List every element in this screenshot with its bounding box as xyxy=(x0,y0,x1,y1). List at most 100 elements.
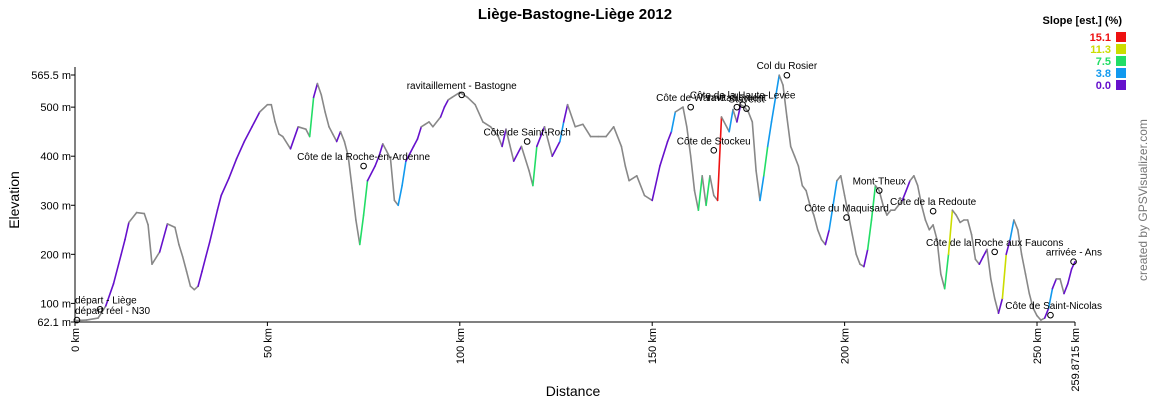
profile-segment xyxy=(166,223,176,229)
profile-segment xyxy=(366,165,376,182)
profile-segment xyxy=(1005,238,1011,256)
profile-segment xyxy=(728,108,734,133)
profile-segment xyxy=(901,189,908,202)
profile-segment xyxy=(628,175,638,182)
profile-segment xyxy=(755,170,761,202)
profile-segment xyxy=(839,175,846,197)
profile-segment xyxy=(705,175,711,207)
waypoint-marker xyxy=(739,101,746,108)
slope-legend: Slope [est.] (%) 15.111.37.53.80.0 xyxy=(1043,15,1126,92)
x-tick-label: 0 km xyxy=(70,328,82,352)
waypoint-label: Côte de Saint-Nicolas xyxy=(1005,301,1102,312)
profile-segment xyxy=(551,140,561,157)
profile-segment xyxy=(216,194,222,211)
y-axis-title: Elevation xyxy=(6,171,22,229)
profile-segment xyxy=(939,273,946,290)
profile-segment xyxy=(412,138,419,148)
profile-segment xyxy=(105,282,115,307)
profile-segment xyxy=(151,251,161,266)
profile-segment xyxy=(432,116,442,128)
profile-segment xyxy=(312,82,319,99)
profile-segment xyxy=(932,224,938,241)
waypoint-marker xyxy=(96,305,104,313)
profile-segment xyxy=(389,157,396,202)
waypoint-marker xyxy=(875,187,883,194)
profile-segment xyxy=(693,189,700,211)
profile-segment xyxy=(943,253,950,290)
profile-segment xyxy=(112,253,122,285)
profile-segment xyxy=(355,219,361,246)
x-tick-label: 50 km xyxy=(262,328,274,358)
profile-segment xyxy=(897,199,904,207)
waypoint-label: départ - Liège xyxy=(75,295,137,306)
legend-value: 7.5 xyxy=(1096,56,1111,68)
profile-segment xyxy=(343,140,350,157)
profile-segment xyxy=(124,221,130,241)
profile-segment xyxy=(620,145,627,167)
profile-segment xyxy=(982,248,988,258)
legend-value: 15.1 xyxy=(1090,32,1111,44)
y-tick-label: 565.5 m xyxy=(31,70,71,82)
profile-segment xyxy=(751,121,757,172)
profile-segment xyxy=(1032,307,1038,317)
profile-segment xyxy=(528,170,534,187)
y-tick-label: 400 m xyxy=(40,151,71,163)
waypoint-label: Col du Rosier xyxy=(757,61,818,72)
profile-segment xyxy=(701,175,707,207)
profile-segment xyxy=(489,126,500,138)
profile-segment xyxy=(812,214,819,231)
profile-segment xyxy=(759,175,765,202)
profile-segment xyxy=(820,238,827,246)
profile-segment xyxy=(532,145,538,187)
profile-segment xyxy=(843,194,850,216)
profile-segment xyxy=(320,94,326,113)
profile-segment xyxy=(316,82,323,96)
profile-segment xyxy=(378,143,384,157)
waypoint-marker xyxy=(1070,258,1077,265)
profile-segment xyxy=(986,248,992,280)
profile-segment xyxy=(1020,253,1027,275)
waypoint-marker xyxy=(743,105,750,112)
profile-segment xyxy=(193,285,199,291)
x-tick-label: 259.8715 km xyxy=(1070,328,1082,392)
legend-value: 11.3 xyxy=(1090,44,1111,56)
legend-swatch xyxy=(1116,56,1126,66)
profile-segment xyxy=(381,143,388,153)
profile-segment xyxy=(766,121,773,148)
y-tick-label: 200 m xyxy=(40,249,71,261)
profile-segment xyxy=(809,204,815,216)
profile-segment xyxy=(362,179,369,216)
profile-segment xyxy=(1063,282,1069,295)
waypoint-marker xyxy=(843,214,850,221)
profile-segment xyxy=(474,103,484,123)
profile-segment xyxy=(997,297,1004,315)
profile-segment xyxy=(1036,314,1042,321)
profile-segment xyxy=(1070,260,1076,270)
credit-text: created by GPSVisualizer.com xyxy=(1136,119,1150,281)
profile-segment xyxy=(74,319,88,322)
profile-segment xyxy=(793,155,800,167)
profile-segment xyxy=(993,297,1000,315)
profile-segment xyxy=(335,130,342,143)
profile-segment xyxy=(331,133,338,143)
plot-area xyxy=(74,67,1075,323)
profile-segment xyxy=(220,177,230,197)
x-tick-label: 150 km xyxy=(647,328,659,364)
profile-segment xyxy=(85,317,99,321)
profile-segment xyxy=(428,121,434,128)
profile-segment xyxy=(505,128,515,162)
profile-segment xyxy=(120,238,126,256)
profile-segment xyxy=(651,165,661,202)
profile-segment xyxy=(966,219,973,236)
profile-segment xyxy=(158,223,169,253)
profile-segment xyxy=(682,106,688,128)
profile-segment xyxy=(670,111,677,133)
profile-segment xyxy=(747,111,754,123)
profile-segment xyxy=(458,91,469,99)
profile-segment xyxy=(512,145,523,162)
profile-segment xyxy=(936,238,942,275)
profile-segment xyxy=(405,145,415,162)
profile-segment xyxy=(851,233,858,256)
profile-segment xyxy=(235,140,246,160)
